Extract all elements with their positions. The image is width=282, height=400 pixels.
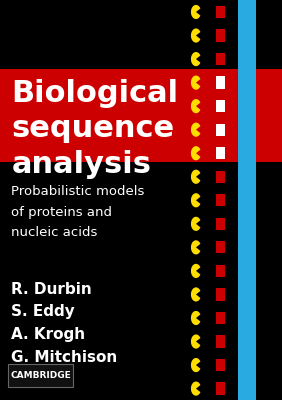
FancyBboxPatch shape	[238, 188, 256, 213]
Wedge shape	[191, 287, 201, 302]
FancyBboxPatch shape	[238, 282, 256, 307]
FancyBboxPatch shape	[238, 329, 256, 354]
Text: G. Mitchison: G. Mitchison	[11, 350, 118, 365]
FancyBboxPatch shape	[238, 46, 256, 72]
Text: R. Durbin: R. Durbin	[11, 282, 92, 296]
Wedge shape	[191, 76, 201, 90]
Wedge shape	[191, 52, 201, 66]
Wedge shape	[191, 334, 201, 349]
FancyBboxPatch shape	[238, 305, 256, 330]
FancyBboxPatch shape	[238, 211, 256, 236]
Wedge shape	[191, 264, 201, 278]
Text: nucleic acids: nucleic acids	[11, 226, 98, 239]
Text: S. Eddy: S. Eddy	[11, 304, 75, 319]
FancyBboxPatch shape	[238, 235, 256, 260]
Text: Probabilistic models: Probabilistic models	[11, 185, 145, 198]
Wedge shape	[191, 146, 201, 160]
Wedge shape	[191, 193, 201, 207]
Wedge shape	[191, 358, 201, 372]
Text: A. Krogh: A. Krogh	[11, 327, 85, 342]
Wedge shape	[191, 5, 201, 19]
Wedge shape	[191, 311, 201, 325]
Text: of proteins and: of proteins and	[11, 206, 112, 219]
FancyBboxPatch shape	[238, 94, 256, 119]
Wedge shape	[191, 170, 201, 184]
Text: CAMBRIDGE: CAMBRIDGE	[10, 371, 71, 380]
FancyBboxPatch shape	[238, 258, 256, 284]
FancyBboxPatch shape	[0, 69, 282, 162]
FancyBboxPatch shape	[238, 117, 256, 142]
FancyBboxPatch shape	[238, 352, 256, 378]
FancyBboxPatch shape	[238, 70, 256, 95]
Wedge shape	[191, 99, 201, 113]
Wedge shape	[191, 217, 201, 231]
FancyBboxPatch shape	[238, 23, 256, 48]
FancyBboxPatch shape	[8, 364, 73, 387]
Wedge shape	[191, 123, 201, 137]
Text: analysis: analysis	[11, 150, 151, 179]
FancyBboxPatch shape	[238, 141, 256, 166]
Wedge shape	[191, 240, 201, 254]
FancyBboxPatch shape	[238, 164, 256, 189]
Text: Biological: Biological	[11, 79, 179, 108]
FancyBboxPatch shape	[238, 376, 256, 400]
Wedge shape	[191, 28, 201, 43]
FancyBboxPatch shape	[238, 0, 256, 24]
Wedge shape	[191, 382, 201, 396]
Text: sequence: sequence	[11, 114, 174, 143]
